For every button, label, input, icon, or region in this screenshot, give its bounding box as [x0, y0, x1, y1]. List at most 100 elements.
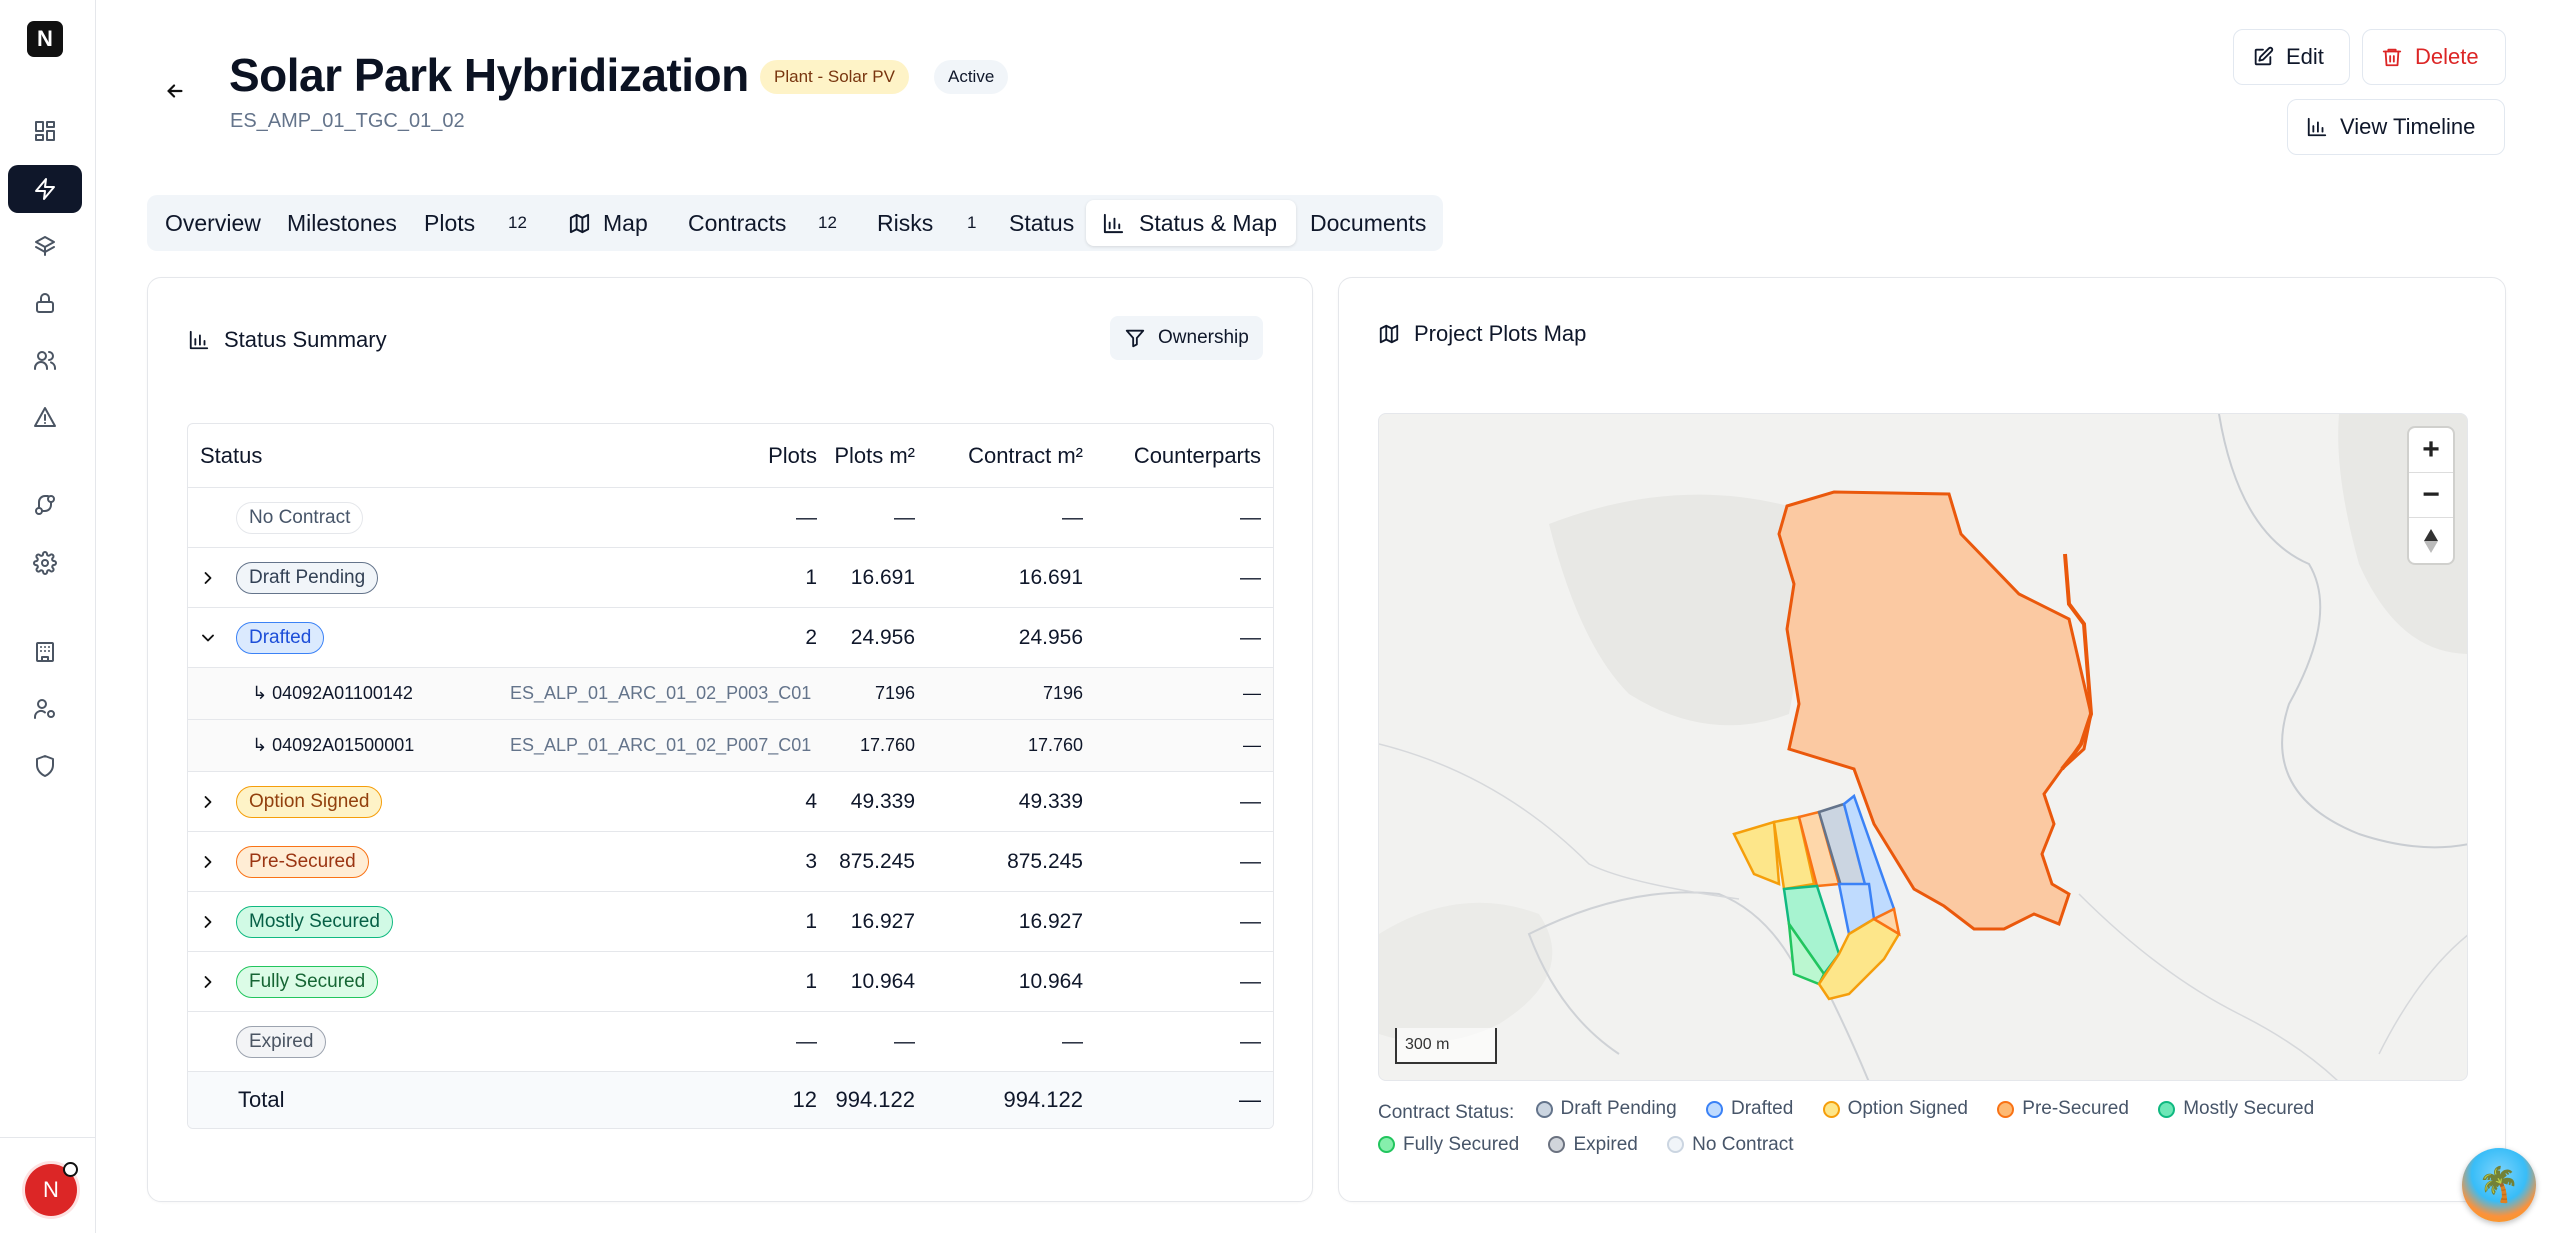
tab-label: Map	[603, 209, 648, 236]
tab-map[interactable]: Map	[568, 200, 648, 246]
plots-m2-value: 17.760	[859, 735, 915, 755]
tab-status-and-map[interactable]: Status & Map	[1086, 200, 1296, 246]
legend-item: Expired	[1548, 1129, 1638, 1161]
map-layer	[1379, 414, 2467, 1080]
legend-item-label: No Contract	[1692, 1133, 1794, 1155]
plot-code[interactable]: ↳ 04092A01500001	[252, 735, 415, 755]
expand-button[interactable]	[198, 892, 222, 951]
legend-item: Pre-Secured	[1997, 1093, 2129, 1125]
plot-option-signed	[1732, 820, 1781, 886]
edit-label: Edit	[2286, 44, 2324, 69]
nav-dashboard[interactable]	[8, 107, 82, 155]
status-pill: Drafted	[236, 621, 325, 654]
users-icon	[34, 351, 56, 370]
legend-item-label: Option Signed	[1847, 1098, 1968, 1119]
expand-button[interactable]	[198, 952, 222, 1011]
nav-lock[interactable]	[8, 279, 82, 327]
chevron-right-icon	[204, 795, 212, 808]
status-badge: Active	[934, 60, 1009, 94]
nav-user-settings[interactable]	[8, 685, 82, 733]
contract-m2-value: 875.245	[1007, 849, 1083, 873]
chevron-down-icon	[202, 634, 214, 641]
table-row[interactable]: Drafted 2 24.956 24.956 —	[188, 608, 1273, 668]
tab-status[interactable]: Status	[1009, 200, 1074, 246]
total-label: Total	[238, 1087, 285, 1112]
plots-value: 1	[805, 565, 817, 589]
counterparts-value: —	[1240, 849, 1261, 873]
back-button[interactable]	[160, 76, 190, 106]
status-summary-header: Status Summary	[188, 327, 387, 353]
expand-button[interactable]	[198, 772, 222, 831]
alert-triangle-icon	[34, 407, 56, 427]
plots-m2-value: —	[894, 505, 915, 529]
plots-value: —	[796, 505, 817, 529]
tab-overview[interactable]: Overview	[165, 200, 261, 246]
table-row[interactable]: Mostly Secured 1 16.927 16.927 —	[188, 892, 1273, 952]
expand-button[interactable]	[198, 832, 222, 891]
legend-label: Contract Status:	[1378, 1101, 1515, 1123]
assistant-launcher-icon[interactable]: 🌴	[2462, 1148, 2536, 1222]
contract-m2-value: 7196	[1042, 683, 1083, 703]
collapse-button[interactable]	[198, 608, 222, 667]
table-row[interactable]: Pre-Secured 3 875.245 875.245 —	[188, 832, 1273, 892]
contract-ref: ES_ALP_01_ARC_01_02_P007_C01	[510, 735, 812, 755]
status-pill: Mostly Secured	[236, 905, 393, 938]
map-canvas[interactable]: + − 300 m	[1378, 413, 2468, 1081]
legend-item: No Contract	[1667, 1129, 1794, 1161]
counterparts-value: —	[1243, 735, 1261, 755]
zoom-in-button[interactable]: +	[2409, 428, 2453, 473]
nav-security[interactable]	[8, 742, 82, 790]
status-summary-title: Status Summary	[224, 327, 387, 352]
counterparts-value: —	[1240, 565, 1261, 589]
table-row[interactable]: Option Signed 4 49.339 49.339 —	[188, 772, 1273, 832]
chevron-right-icon	[204, 855, 212, 868]
shield-icon	[36, 755, 54, 777]
reset-north-button[interactable]	[2409, 518, 2453, 563]
lock-icon	[36, 293, 54, 313]
view-timeline-button[interactable]: View Timeline	[2287, 99, 2505, 155]
status-pill: Expired	[236, 1025, 327, 1058]
contract-m2-value: 24.956	[1018, 625, 1083, 649]
tab-plots[interactable]: Plots 12	[424, 200, 554, 246]
nav-settings[interactable]	[8, 539, 82, 587]
plot-option-signed	[1772, 815, 1816, 891]
contract-m2-value: —	[1062, 1029, 1083, 1053]
plots-m2-value: 16.691	[850, 565, 915, 589]
table-row[interactable]: Draft Pending 1 16.691 16.691 —	[188, 548, 1273, 608]
nav-projects[interactable]	[8, 165, 82, 213]
sidebar-footer: N	[0, 1137, 95, 1233]
plots-value: —	[796, 1029, 817, 1053]
legend-item: Mostly Secured	[2158, 1093, 2314, 1125]
tab-risks[interactable]: Risks 1	[877, 200, 987, 246]
view-timeline-label: View Timeline	[2340, 114, 2476, 139]
delete-button[interactable]: Delete	[2362, 29, 2506, 85]
nav-organizations[interactable]	[8, 628, 82, 676]
contract-ref: ES_ALP_01_ARC_01_02_P003_C01	[510, 683, 812, 703]
table-subrow[interactable]: ↳ 04092A01100142 ES_ALP_01_ARC_01_02_P00…	[188, 668, 1273, 720]
table-subrow[interactable]: ↳ 04092A01500001 ES_ALP_01_ARC_01_02_P00…	[188, 720, 1273, 772]
tab-documents[interactable]: Documents	[1310, 200, 1426, 246]
plot-pre-secured	[1777, 490, 2093, 931]
total-plots: 12	[792, 1087, 817, 1112]
dashboard-icon	[35, 121, 55, 141]
nav-layers[interactable]	[8, 222, 82, 270]
road	[2078, 893, 2338, 1080]
tab-milestones[interactable]: Milestones	[287, 200, 397, 246]
zoom-out-button[interactable]: −	[2409, 473, 2453, 518]
nav-workflow[interactable]	[8, 481, 82, 529]
ownership-filter-button[interactable]: Ownership	[1110, 316, 1263, 360]
edit-button[interactable]: Edit	[2233, 29, 2350, 85]
app-logo[interactable]: N	[27, 21, 63, 57]
plot-code[interactable]: ↳ 04092A01100142	[252, 683, 413, 703]
tab-label: Plots	[424, 209, 476, 236]
contract-m2-value: 16.927	[1018, 909, 1083, 933]
map-icon	[569, 213, 590, 233]
table-row[interactable]: Fully Secured 1 10.964 10.964 —	[188, 952, 1273, 1012]
legend-item: Fully Secured	[1378, 1129, 1519, 1161]
nav-risks[interactable]	[8, 393, 82, 441]
expand-button[interactable]	[198, 548, 222, 607]
user-cog-icon	[33, 699, 55, 719]
nav-users[interactable]	[8, 336, 82, 384]
tab-contracts[interactable]: Contracts 12	[688, 200, 858, 246]
legend-item-label: Draft Pending	[1560, 1098, 1677, 1119]
